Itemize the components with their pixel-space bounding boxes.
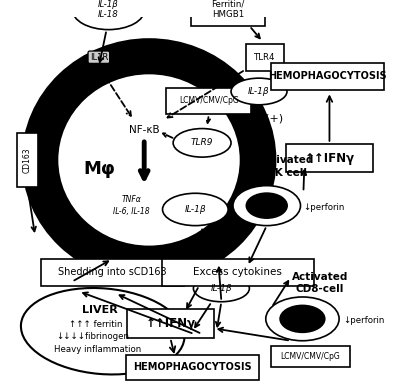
Text: (+): (+) [265,113,284,123]
Text: ↓perforin: ↓perforin [343,316,384,325]
Text: IL-1β
IL-18: IL-1β IL-18 [98,0,119,19]
Text: IL-1β: IL-1β [210,284,232,293]
FancyBboxPatch shape [286,144,373,172]
Ellipse shape [266,297,339,341]
Ellipse shape [279,305,326,333]
Ellipse shape [162,193,228,226]
Ellipse shape [72,0,145,30]
FancyBboxPatch shape [270,346,350,367]
FancyBboxPatch shape [127,310,214,338]
Ellipse shape [246,192,288,219]
Text: Ferritin/
HMGB1: Ferritin/ HMGB1 [212,0,245,19]
Text: Activated: Activated [258,155,314,165]
Text: HEMOPHAGOCYTOSIS: HEMOPHAGOCYTOSIS [133,362,252,372]
Ellipse shape [173,129,231,157]
Text: Excess cytokines: Excess cytokines [193,267,282,277]
Text: Mφ: Mφ [83,161,115,179]
Text: IL-1β: IL-1β [184,205,206,214]
FancyBboxPatch shape [162,259,314,286]
FancyBboxPatch shape [270,63,384,89]
Text: IL-6, IL-18: IL-6, IL-18 [113,207,150,216]
Text: ↓↓↓↓fibrinogen: ↓↓↓↓fibrinogen [56,333,130,341]
Text: LIVER: LIVER [82,305,118,315]
Ellipse shape [194,275,249,302]
Text: Heavy inflammation: Heavy inflammation [54,345,142,354]
FancyBboxPatch shape [41,259,184,286]
Text: NK cell: NK cell [266,168,306,178]
Text: HEMOPHAGOCYTOSIS: HEMOPHAGOCYTOSIS [268,71,387,81]
FancyBboxPatch shape [126,355,259,380]
FancyBboxPatch shape [192,0,265,26]
FancyBboxPatch shape [246,44,284,71]
Text: ↓perforin: ↓perforin [304,203,345,212]
Text: IL1R: IL1R [90,53,108,62]
Ellipse shape [21,288,184,374]
Text: NF-κB: NF-κB [129,124,160,134]
Text: Activated: Activated [292,272,348,282]
Text: TLR4: TLR4 [254,53,276,62]
Text: LCMV/CMV/CpG: LCMV/CMV/CpG [280,353,340,361]
FancyBboxPatch shape [17,133,38,187]
FancyBboxPatch shape [166,88,251,114]
Ellipse shape [233,185,300,226]
Text: ↑↑IFNγ: ↑↑IFNγ [145,317,195,330]
Text: TLR9: TLR9 [191,138,213,147]
Ellipse shape [231,78,287,105]
Text: ↑↑IFNγ: ↑↑IFNγ [304,152,354,165]
Text: Shedding into sCD163: Shedding into sCD163 [58,267,167,277]
Text: TNFα: TNFα [122,195,142,204]
Text: CD8-cell: CD8-cell [296,285,344,295]
Ellipse shape [58,74,240,246]
Text: IL-1β: IL-1β [248,87,270,96]
Ellipse shape [22,38,276,282]
Text: CD163: CD163 [23,147,32,173]
Text: LCMV/CMV/CpG: LCMV/CMV/CpG [179,96,239,106]
Text: ↑↑↑ ferritin: ↑↑↑ ferritin [69,320,123,329]
